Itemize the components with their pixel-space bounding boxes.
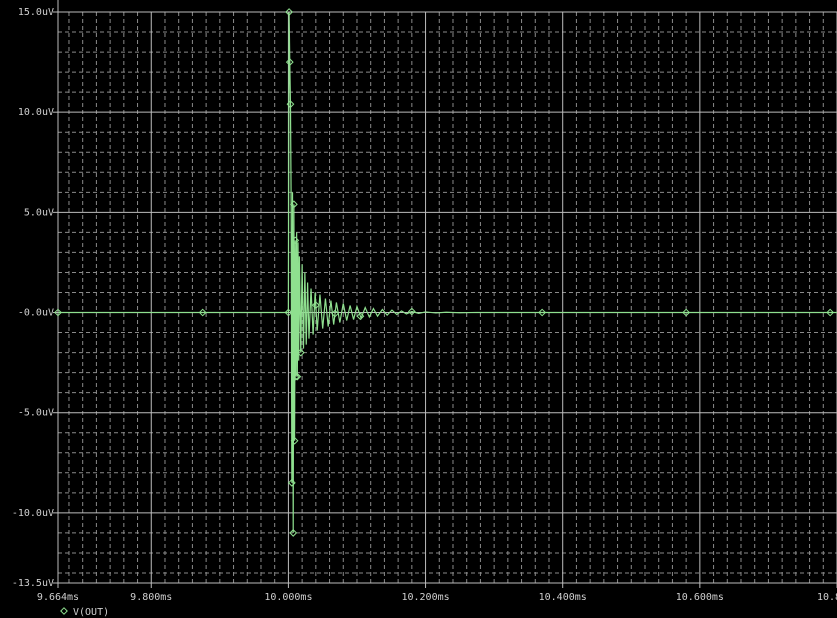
- data-point-marker: [356, 312, 365, 321]
- legend: V(OUT): [60, 607, 109, 618]
- x-tick-label: 10.200ms: [401, 592, 449, 603]
- y-tick-label: -10.0uV: [12, 508, 54, 519]
- data-point-marker: [311, 301, 320, 310]
- x-axis-tick-labels: 9.664ms 9.800ms 10.000ms 10.200ms 10.400ms 10…: [37, 592, 837, 603]
- legend-marker-icon: [60, 607, 68, 615]
- minor-grid: [58, 12, 837, 583]
- y-tick-label: -5.0uV: [18, 408, 54, 419]
- data-point-marker: [289, 200, 298, 209]
- legend-label: V(OUT): [73, 607, 109, 618]
- data-point-marker: [331, 309, 339, 318]
- x-tick-label: 10.800ms: [817, 592, 837, 603]
- data-point-marker: [407, 307, 416, 316]
- x-tick-label: 9.800ms: [130, 592, 172, 603]
- y-tick-label: 5.0uV: [24, 207, 54, 218]
- data-point-marker: [293, 372, 302, 381]
- data-point-marker: [289, 529, 298, 537]
- x-tick-label: 10.000ms: [264, 592, 312, 603]
- y-tick-label: 10.0uV: [18, 107, 54, 118]
- data-point-marker: [291, 236, 300, 245]
- data-point-marker: [285, 58, 294, 66]
- data-point-marker: [682, 308, 691, 317]
- trace-markers: [54, 8, 835, 537]
- x-tick-label: 10.600ms: [676, 592, 724, 603]
- data-point-marker: [296, 348, 305, 357]
- trace-v-out-: [58, 11, 837, 533]
- data-point-marker: [285, 8, 294, 16]
- data-point-marker: [54, 308, 62, 317]
- x-tick-label: 9.664ms: [37, 592, 79, 603]
- data-point-marker: [826, 308, 835, 317]
- data-point-marker: [286, 100, 295, 109]
- data-point-marker: [198, 308, 207, 317]
- y-axis-tick-labels: 15.0uV 10.0uV 5.0uV -0.0uV -5.0uV -10.0uV -13.…: [12, 7, 54, 589]
- traces: [58, 11, 837, 533]
- x-tick-label: 10.400ms: [539, 592, 587, 603]
- axis-frame: [57, 0, 837, 584]
- data-point-marker: [538, 308, 547, 317]
- data-point-marker: [287, 478, 296, 487]
- data-point-marker: [290, 436, 299, 445]
- y-tick-label: -0.0uV: [18, 308, 54, 319]
- y-tick-label: 15.0uV: [18, 7, 54, 18]
- y-tick-label: -13.5uV: [12, 578, 54, 589]
- data-point-marker: [292, 372, 300, 381]
- data-point-marker: [284, 308, 293, 317]
